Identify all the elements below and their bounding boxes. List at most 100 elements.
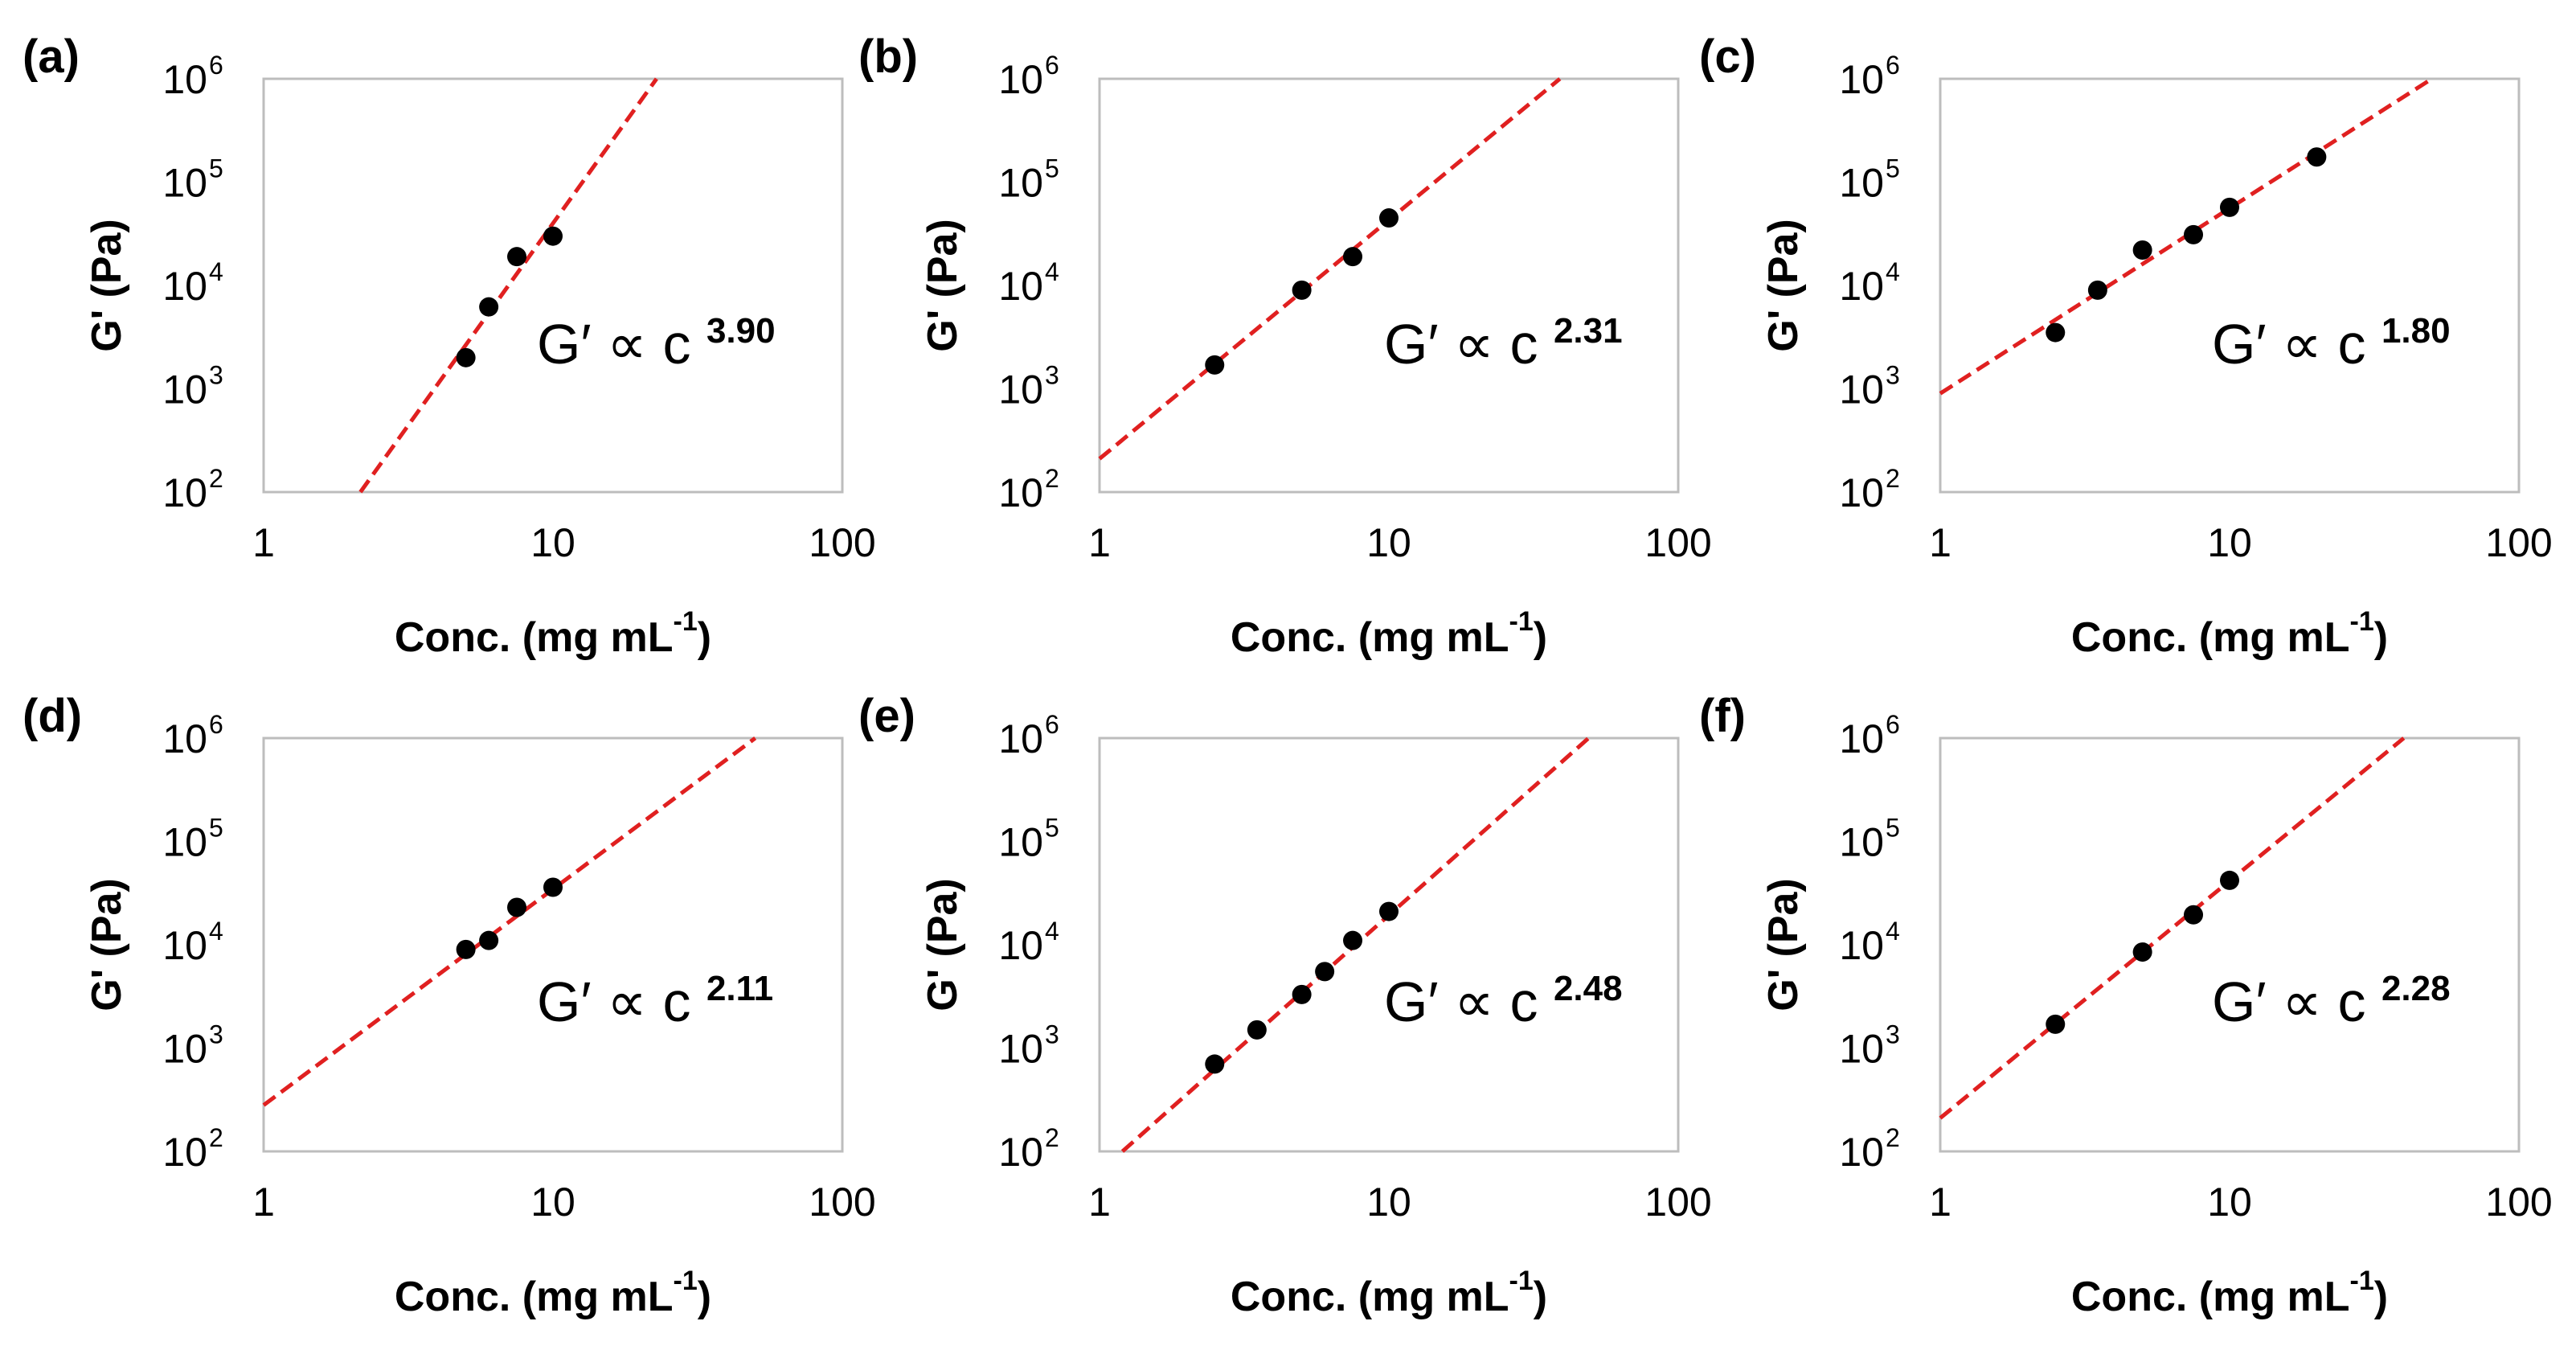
data-point [2184, 224, 2204, 244]
y-tick-exponent: 5 [1045, 814, 1059, 843]
plot-area [1098, 736, 1680, 1153]
plot-area [1098, 77, 1680, 494]
data-point [507, 247, 527, 267]
x-tick-label: 100 [2485, 1180, 2552, 1225]
x-tick-label: 1 [252, 1180, 275, 1225]
x-tick-label: 10 [2207, 520, 2252, 565]
y-tick-label: 10 [998, 716, 1043, 761]
y-tick-exponent: 4 [209, 257, 223, 286]
data-point [2132, 942, 2152, 962]
x-tick-label: 1 [1088, 1180, 1111, 1225]
x-axis-title: Conc. (mg mL-1) [2071, 1266, 2388, 1320]
y-tick-exponent: 2 [1045, 464, 1059, 493]
y-tick-label: 10 [1839, 923, 1884, 968]
data-point [2087, 280, 2107, 300]
y-tick-label: 10 [1839, 367, 1884, 412]
y-tick-label: 10 [1839, 57, 1884, 102]
panel-letter: (b) [858, 31, 918, 83]
y-tick-exponent: 6 [209, 710, 223, 739]
data-point [543, 226, 563, 246]
y-tick-exponent: 6 [1886, 710, 1900, 739]
power-law-annotation: G′ ∝ c 2.48 [1384, 969, 1623, 1033]
data-point [2046, 322, 2066, 343]
x-tick-label: 10 [1366, 1180, 1411, 1225]
x-tick-label: 100 [2485, 520, 2552, 565]
y-tick-exponent: 3 [1045, 1020, 1059, 1049]
power-law-annotation: G′ ∝ c 1.80 [2212, 311, 2451, 375]
fit-line [358, 77, 658, 494]
y-tick-label: 10 [998, 161, 1043, 206]
y-axis-title: G' (Pa) [1760, 219, 1807, 352]
x-tick-label: 10 [530, 520, 575, 565]
y-tick-label: 10 [162, 1130, 207, 1175]
y-tick-label: 10 [998, 1130, 1043, 1175]
y-tick-label: 10 [998, 367, 1043, 412]
x-tick-label: 10 [530, 1180, 575, 1225]
y-tick-exponent: 2 [209, 464, 223, 493]
y-tick-exponent: 2 [1045, 1123, 1059, 1152]
data-point [543, 877, 563, 897]
y-tick-exponent: 3 [1045, 361, 1059, 390]
y-tick-label: 10 [162, 161, 207, 206]
panel-letter: (a) [23, 31, 80, 83]
plot-area [262, 736, 844, 1153]
data-point [1343, 247, 1363, 267]
y-axis-title: G' (Pa) [84, 219, 130, 352]
data-point [456, 939, 476, 959]
y-tick-label: 10 [162, 923, 207, 968]
plot-area [1939, 77, 2521, 494]
x-tick-label: 100 [809, 520, 875, 565]
x-axis-title: Conc. (mg mL-1) [395, 1266, 711, 1320]
data-point [456, 347, 476, 367]
y-tick-label: 10 [998, 1027, 1043, 1072]
y-tick-label: 10 [998, 923, 1043, 968]
y-tick-exponent: 5 [1045, 154, 1059, 183]
y-tick-exponent: 4 [1045, 257, 1059, 286]
plot-area [1939, 736, 2521, 1153]
y-tick-label: 10 [1839, 1130, 1884, 1175]
panel-letter: (e) [858, 690, 915, 742]
power-law-annotation: G′ ∝ c 3.90 [537, 311, 776, 375]
y-tick-exponent: 2 [1886, 464, 1900, 493]
power-law-annotation: G′ ∝ c 2.11 [537, 969, 773, 1033]
y-tick-label: 10 [162, 1027, 207, 1072]
x-tick-label: 100 [1644, 1180, 1711, 1225]
data-point [1292, 984, 1312, 1004]
y-axis-title: G' (Pa) [919, 219, 966, 352]
y-axis-title: G' (Pa) [1760, 878, 1807, 1011]
y-tick-label: 10 [162, 367, 207, 412]
y-tick-exponent: 3 [209, 1020, 223, 1049]
data-point [507, 897, 527, 917]
y-tick-label: 10 [162, 264, 207, 309]
y-tick-label: 10 [1839, 161, 1884, 206]
x-tick-label: 100 [1644, 520, 1711, 565]
y-tick-label: 10 [998, 264, 1043, 309]
y-tick-exponent: 5 [209, 154, 223, 183]
y-tick-label: 10 [1839, 470, 1884, 515]
data-point [1343, 930, 1363, 950]
y-axis-title: G' (Pa) [84, 878, 130, 1011]
panel-letter: (f) [1699, 690, 1746, 742]
y-tick-label: 10 [162, 716, 207, 761]
data-point [479, 930, 499, 950]
data-point [479, 297, 499, 317]
y-tick-label: 10 [162, 820, 207, 865]
x-axis-title: Conc. (mg mL-1) [2071, 606, 2388, 661]
y-tick-exponent: 6 [1045, 51, 1059, 80]
y-tick-exponent: 6 [1045, 710, 1059, 739]
y-tick-label: 10 [162, 470, 207, 515]
y-tick-exponent: 5 [209, 814, 223, 843]
y-tick-label: 10 [998, 820, 1043, 865]
data-point [2132, 240, 2152, 260]
y-tick-exponent: 6 [1886, 51, 1900, 80]
data-point [2220, 870, 2239, 890]
y-tick-label: 10 [998, 57, 1043, 102]
y-tick-label: 10 [1839, 716, 1884, 761]
data-point [2220, 197, 2239, 217]
